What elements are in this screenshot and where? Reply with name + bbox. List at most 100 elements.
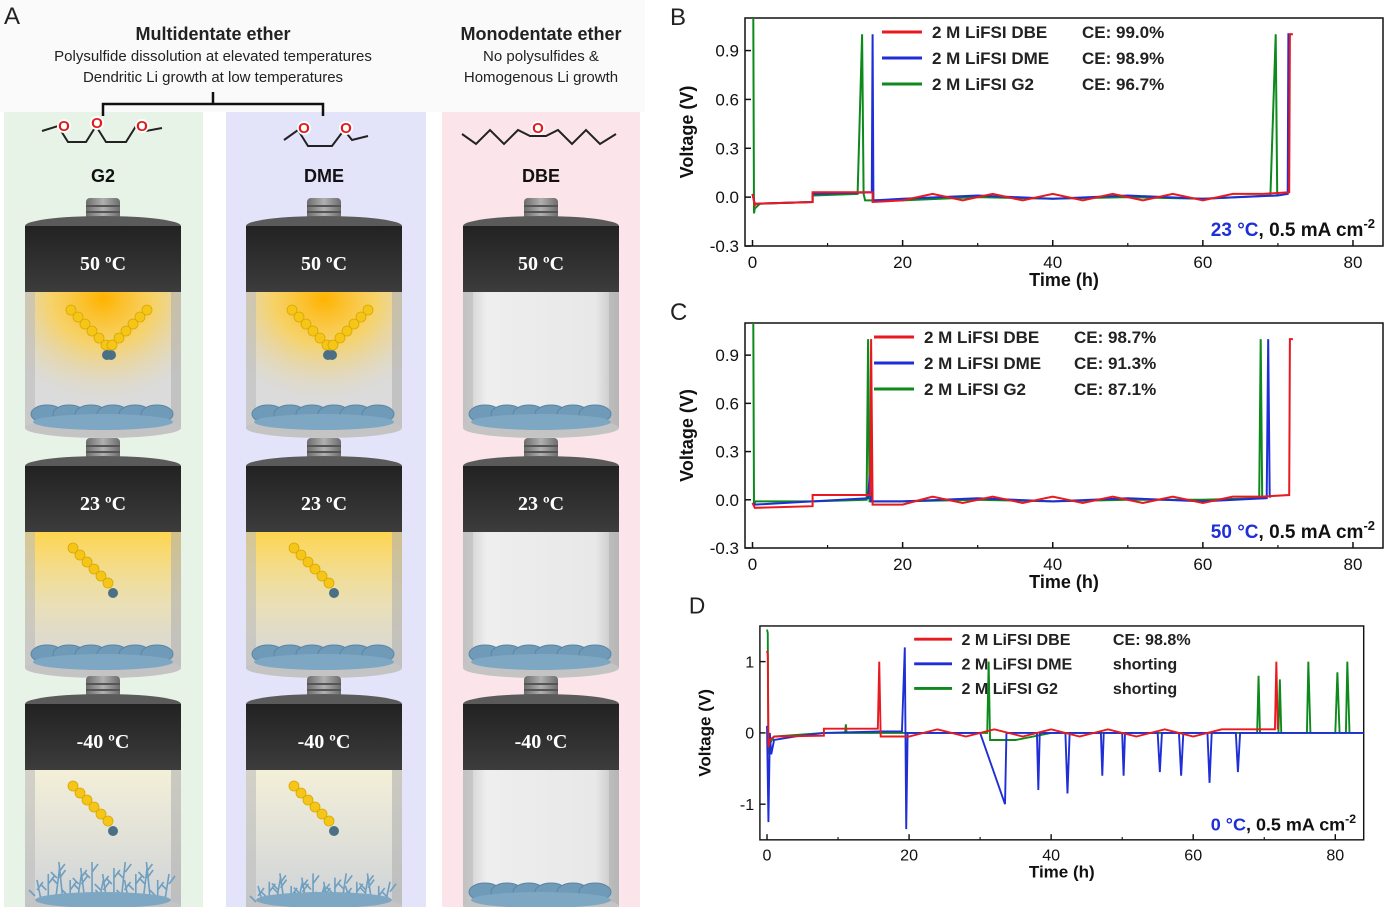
dme-label: DME bbox=[304, 166, 344, 186]
lithium-deposit bbox=[468, 882, 612, 907]
plot-frame bbox=[744, 17, 1384, 247]
x-axis-label: Time (h) bbox=[1029, 270, 1099, 290]
dme-battery-0: 50 ºC bbox=[246, 198, 402, 438]
x-tick-label: 80 bbox=[1344, 555, 1363, 574]
series-line-2-m-lifsi-g2 bbox=[752, 18, 1279, 214]
monodentate-line1: No polysulfides & bbox=[483, 48, 599, 65]
series-line-2-m-lifsi-dbe bbox=[751, 33, 1293, 208]
y-tick-label: 0.6 bbox=[715, 394, 739, 413]
legend-entry: 2 M LiFSI DME CE: 91.3% bbox=[874, 354, 1156, 373]
temperature-label: 50 ºC bbox=[518, 253, 564, 275]
y-tick-label: 0.0 bbox=[715, 491, 739, 510]
lithium-deposit bbox=[468, 404, 612, 430]
g2-battery-1: 23 ºC bbox=[25, 438, 181, 678]
panel-letter: D bbox=[689, 593, 705, 619]
y-tick-label: 0.9 bbox=[715, 346, 739, 365]
legend-entry: 2 M LiFSI DME shorting bbox=[914, 655, 1177, 673]
panel-a-letter: A bbox=[4, 3, 20, 30]
legend-entry: 2 M LiFSI DME CE: 98.9% bbox=[882, 49, 1164, 68]
chart-b: B 0 20 40 60 80 -0.3 0.0 0.3 0.6 0.9 Time (h) Voltag… bbox=[670, 4, 1384, 290]
svg-text:O: O bbox=[298, 120, 310, 137]
temperature-label: 23 ºC bbox=[301, 493, 347, 515]
temperature-label: -40 ºC bbox=[77, 731, 130, 753]
legend-label: 2 M LiFSI DME bbox=[924, 354, 1041, 373]
legend-ce: CE: 96.7% bbox=[1082, 75, 1164, 94]
condition-label: 0 °C, 0.5 mA cm-2 bbox=[1211, 812, 1356, 835]
temperature-label: -40 ºC bbox=[515, 731, 568, 753]
legend-entry: 2 M LiFSI G2 CE: 96.7% bbox=[882, 75, 1164, 94]
y-tick-label: 0.3 bbox=[715, 139, 739, 158]
dme-battery-1: 23 ºC bbox=[246, 438, 402, 678]
x-tick-label: 80 bbox=[1326, 847, 1344, 865]
svg-text:O: O bbox=[58, 118, 70, 135]
dbe-molecule-icon bbox=[461, 128, 617, 146]
lithium-deposit bbox=[251, 404, 395, 430]
panel-a-illustration: A Multidentate ether Polysulfide dissolu… bbox=[0, 0, 645, 907]
legend-entry: 2 M LiFSI DBE CE: 99.0% bbox=[882, 23, 1164, 42]
g2-battery-2: -40 ºC bbox=[25, 676, 181, 907]
y-tick-label: 0.0 bbox=[715, 188, 739, 207]
y-axis-label: Voltage (V) bbox=[696, 689, 715, 777]
legend-label: 2 M LiFSI DBE bbox=[961, 631, 1070, 649]
monodentate-line2: Homogenous Li growth bbox=[464, 69, 618, 86]
temperature-label: -40 ºC bbox=[298, 731, 351, 753]
monodentate-title: Monodentate ether bbox=[460, 24, 621, 44]
y-tick-label: -1 bbox=[740, 796, 754, 814]
x-tick-label: 40 bbox=[1042, 847, 1060, 865]
lithium-deposit bbox=[30, 404, 174, 430]
x-tick-label: 40 bbox=[1043, 253, 1062, 272]
multidentate-title: Multidentate ether bbox=[135, 24, 290, 44]
legend-entry: 2 M LiFSI G2 CE: 87.1% bbox=[874, 380, 1156, 399]
chart-d: D 0 20 40 60 80 -1 0 1 Time (h) Voltage (V) 2 M LiF… bbox=[689, 593, 1365, 882]
y-tick-label: -0.3 bbox=[710, 237, 739, 256]
multidentate-line2: Dendritic Li growth at low temperatures bbox=[83, 69, 343, 86]
y-tick-label: -0.3 bbox=[710, 539, 739, 558]
x-tick-label: 60 bbox=[1193, 555, 1212, 574]
legend-ce: CE: 99.0% bbox=[1082, 23, 1164, 42]
lithium-deposit bbox=[249, 873, 397, 907]
panel-letter: B bbox=[670, 4, 686, 31]
series-line-2-m-lifsi-dbe bbox=[751, 338, 1293, 509]
lithium-deposit bbox=[251, 644, 395, 670]
legend-label: 2 M LiFSI G2 bbox=[961, 680, 1058, 698]
svg-text:O: O bbox=[91, 115, 103, 132]
temperature-label: 23 ºC bbox=[80, 493, 126, 515]
series-line-2-m-lifsi-dme bbox=[766, 647, 1364, 830]
legend-ce: shorting bbox=[1113, 655, 1177, 673]
polysulfide-chain bbox=[286, 304, 374, 360]
multidentate-bracket bbox=[101, 92, 325, 116]
temperature-label: 50 ºC bbox=[80, 253, 126, 275]
x-tick-label: 0 bbox=[763, 847, 772, 865]
series-line-2-m-lifsi-dme bbox=[751, 339, 1272, 506]
legend-label: 2 M LiFSI DBE bbox=[924, 328, 1039, 347]
condition-label: 23 °C, 0.5 mA cm-2 bbox=[1211, 216, 1375, 241]
legend-entry: 2 M LiFSI G2 shorting bbox=[914, 680, 1177, 698]
x-tick-label: 0 bbox=[748, 253, 757, 272]
polysulfide-chain bbox=[288, 542, 339, 598]
y-tick-label: 1 bbox=[745, 653, 754, 671]
y-tick-label: 0 bbox=[745, 725, 754, 743]
lithium-deposit bbox=[30, 644, 174, 670]
polysulfide-chain bbox=[65, 304, 153, 360]
condition-label: 50 °C, 0.5 mA cm-2 bbox=[1211, 518, 1375, 543]
legend-ce: CE: 98.9% bbox=[1082, 49, 1164, 68]
lithium-deposit bbox=[468, 644, 612, 670]
dbe-battery-0: 50 ºC bbox=[463, 198, 619, 438]
dme-battery-2: -40 ºC bbox=[246, 676, 402, 907]
series-line-2-m-lifsi-g2 bbox=[752, 323, 1264, 506]
x-tick-label: 60 bbox=[1193, 253, 1212, 272]
x-tick-label: 20 bbox=[893, 253, 912, 272]
dbe-label: DBE bbox=[522, 166, 560, 186]
series-line-2-m-lifsi-dbe bbox=[766, 650, 1279, 748]
svg-text:O: O bbox=[340, 120, 352, 137]
g2-battery-0: 50 ºC bbox=[25, 198, 181, 438]
polysulfide-chain bbox=[288, 780, 339, 836]
x-tick-label: 0 bbox=[748, 555, 757, 574]
y-tick-label: 0.3 bbox=[715, 443, 739, 462]
legend-label: 2 M LiFSI DME bbox=[932, 49, 1049, 68]
legend-label: 2 M LiFSI DBE bbox=[932, 23, 1047, 42]
legend-ce: CE: 91.3% bbox=[1074, 354, 1156, 373]
x-axis-label: Time (h) bbox=[1029, 572, 1099, 592]
panel-letter: C bbox=[670, 299, 687, 326]
